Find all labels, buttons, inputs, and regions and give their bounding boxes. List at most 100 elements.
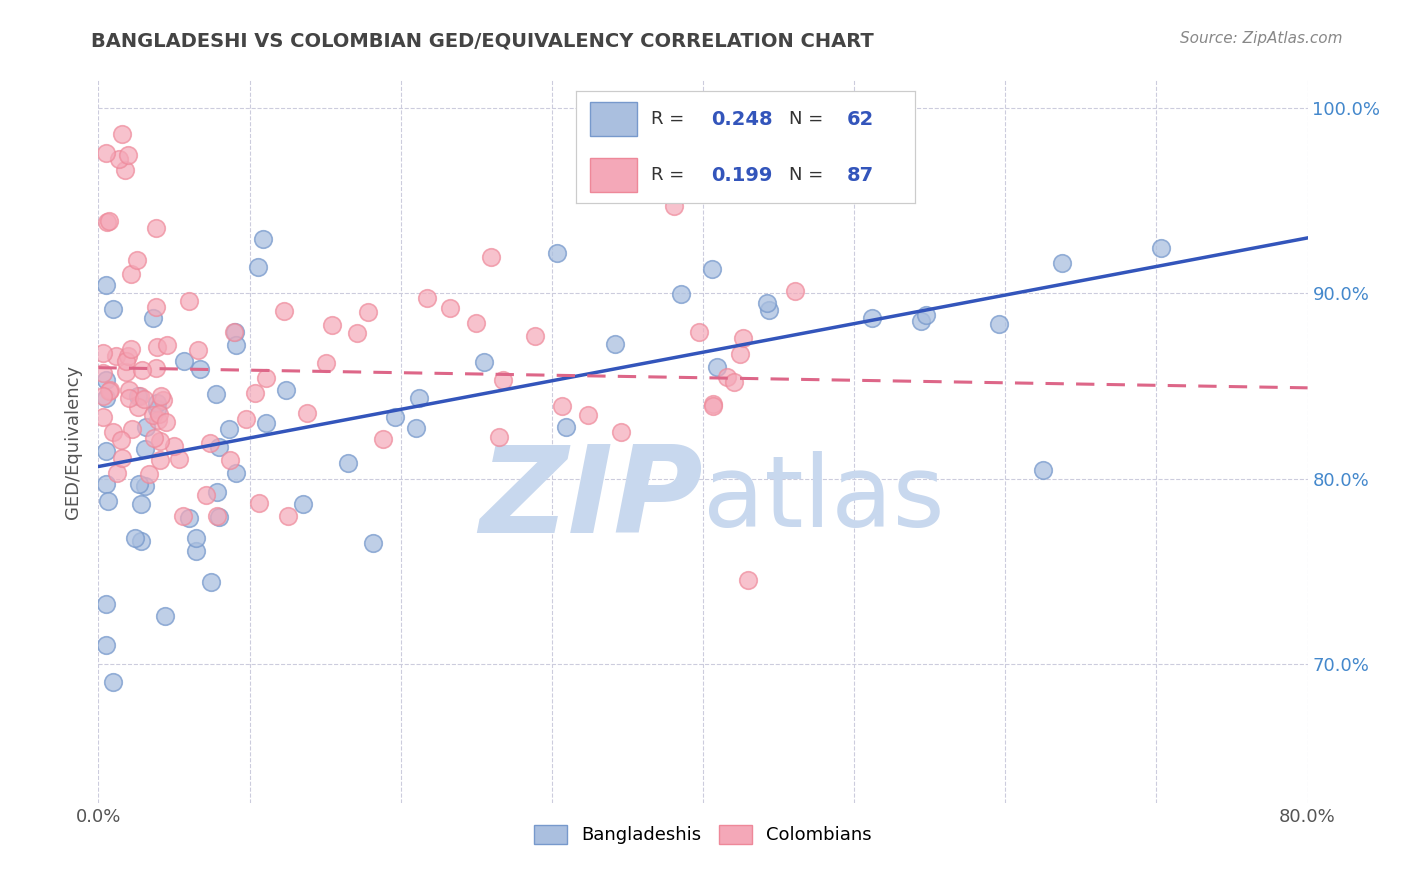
Point [273, 303, 295, 318]
Point [187, 343, 209, 358]
Point [416, 291, 439, 305]
Point [127, 400, 149, 414]
Point [247, 495, 270, 509]
Point [205, 485, 228, 500]
Point [129, 534, 152, 549]
Point [127, 253, 149, 268]
Point [129, 389, 152, 403]
Point [785, 284, 807, 298]
Point [128, 477, 150, 491]
Point [555, 419, 578, 434]
Point [127, 389, 149, 403]
Point [184, 532, 207, 546]
Point [723, 375, 745, 389]
Point [315, 356, 337, 370]
Point [295, 406, 318, 420]
Point [124, 531, 146, 545]
Point [120, 267, 142, 281]
Text: ZIP: ZIP [479, 441, 703, 558]
Point [118, 383, 141, 397]
Point [97, 384, 120, 399]
Point [121, 422, 143, 436]
Point [688, 326, 710, 340]
Point [361, 535, 384, 549]
Point [218, 422, 240, 436]
Point [129, 497, 152, 511]
Point [118, 392, 141, 406]
Point [465, 316, 488, 330]
Point [405, 421, 427, 435]
Point [243, 385, 266, 400]
Point [336, 456, 359, 470]
Point [219, 453, 242, 467]
Point [111, 128, 134, 142]
Point [114, 163, 136, 178]
Point [208, 510, 231, 524]
Point [357, 305, 380, 319]
Point [551, 399, 574, 413]
Point [252, 232, 274, 246]
Point [186, 543, 208, 558]
Point [94, 597, 117, 611]
Point [173, 354, 195, 368]
Point [860, 311, 883, 326]
Point [291, 497, 314, 511]
Point [91, 388, 114, 402]
Point [671, 287, 693, 301]
Point [115, 354, 138, 368]
Point [609, 425, 631, 440]
Point [132, 392, 155, 406]
Point [1032, 463, 1054, 477]
Point [373, 432, 395, 446]
Point [662, 199, 685, 213]
Point [439, 301, 461, 315]
Point [104, 349, 127, 363]
Point [134, 442, 156, 456]
Legend: Bangladeshis, Colombians: Bangladeshis, Colombians [527, 818, 879, 852]
Point [145, 361, 167, 376]
Point [276, 383, 298, 397]
Point [111, 450, 134, 465]
Point [235, 412, 257, 426]
Point [1150, 241, 1173, 255]
Point [488, 430, 510, 444]
Point [134, 479, 156, 493]
Point [205, 508, 228, 523]
Point [177, 294, 200, 309]
Point [145, 401, 167, 416]
Point [94, 444, 117, 458]
Point [152, 393, 174, 408]
Text: BANGLADESHI VS COLOMBIAN GED/EQUIVALENCY CORRELATION CHART: BANGLADESHI VS COLOMBIAN GED/EQUIVALENCY… [91, 31, 875, 50]
Point [225, 338, 247, 352]
Point [479, 251, 502, 265]
Point [103, 425, 125, 440]
Point [98, 383, 121, 397]
Point [716, 370, 738, 384]
Point [737, 574, 759, 588]
Point [149, 453, 172, 467]
Point [97, 214, 120, 228]
Point [408, 391, 430, 405]
Point [101, 675, 124, 690]
Point [172, 508, 194, 523]
Point [321, 318, 343, 333]
Point [94, 391, 117, 405]
Point [702, 261, 724, 276]
Point [142, 431, 165, 445]
Point [222, 325, 245, 339]
Point [756, 296, 779, 310]
Point [155, 608, 177, 623]
Point [915, 308, 938, 322]
Point [155, 415, 177, 429]
Point [156, 338, 179, 352]
Point [131, 362, 153, 376]
Point [145, 300, 167, 314]
Point [114, 365, 136, 379]
Point [148, 412, 170, 426]
Point [603, 336, 626, 351]
Point [205, 386, 228, 401]
Point [254, 370, 277, 384]
Point [200, 574, 222, 589]
Text: Source: ZipAtlas.com: Source: ZipAtlas.com [1180, 31, 1343, 46]
Point [988, 317, 1011, 331]
